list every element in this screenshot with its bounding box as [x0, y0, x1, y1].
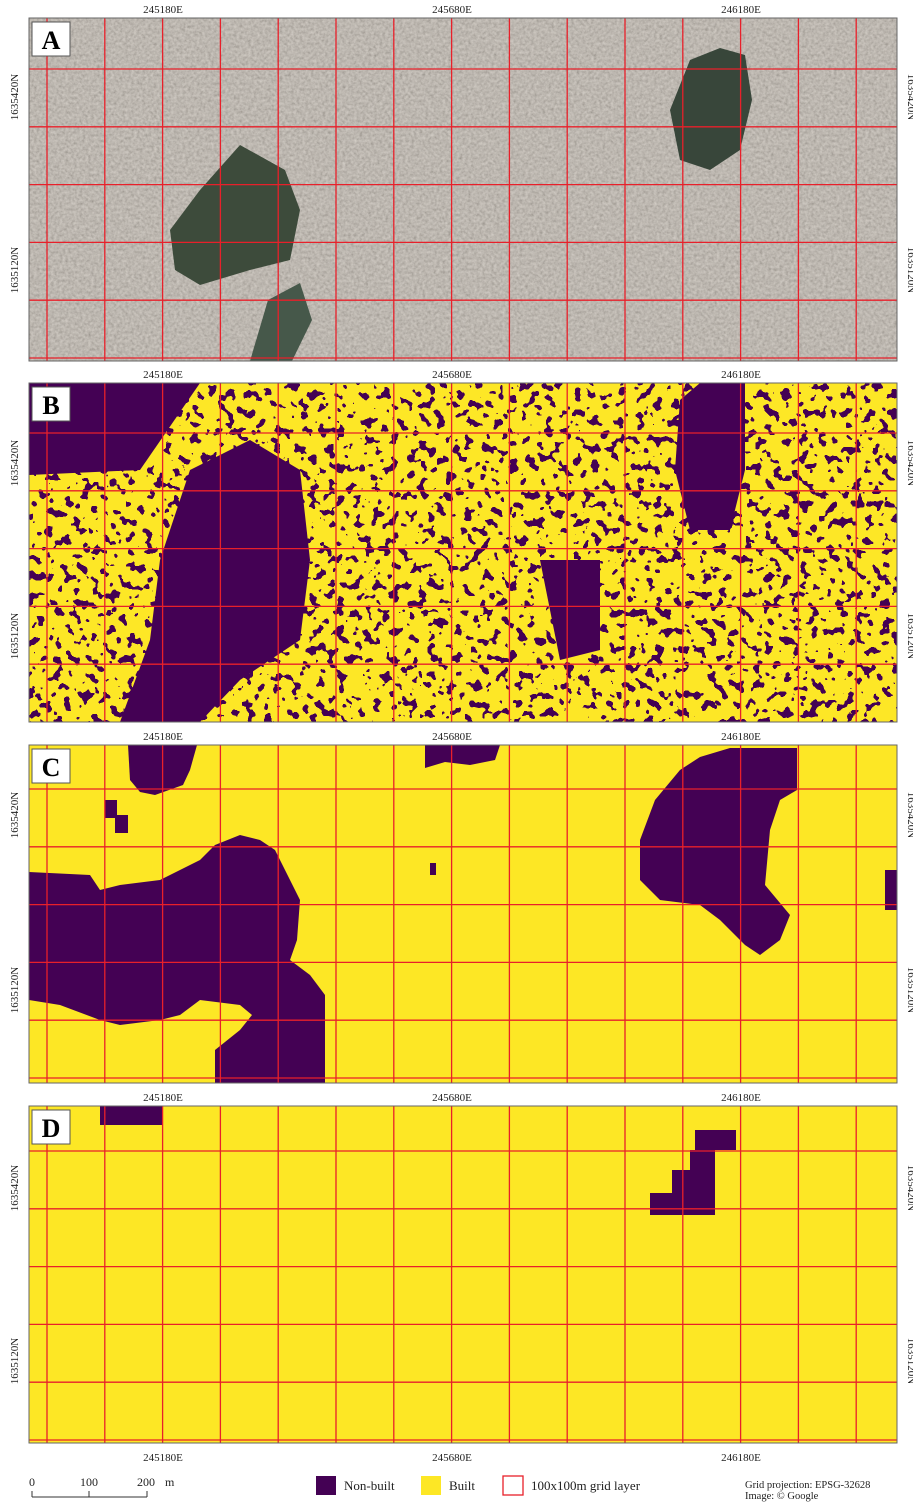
legend-label: Built — [449, 1478, 475, 1493]
y-coord-label: 1635120N — [905, 613, 913, 660]
scale-unit: m — [165, 1475, 175, 1489]
x-coord-label: 246180E — [721, 1092, 761, 1104]
x-coord-label: 245680E — [432, 1092, 472, 1104]
legend-label: Non-built — [344, 1478, 395, 1493]
y-coord-label: 1635420N — [905, 440, 913, 487]
y-coord-label: 1635420N — [9, 1165, 21, 1212]
x-coord-label: 245680E — [432, 1452, 472, 1464]
x-coord-label: 246180E — [721, 731, 761, 743]
panel-d-map — [29, 1106, 897, 1443]
panel-c-map — [29, 745, 897, 1083]
x-coord-label: 245180E — [143, 1092, 183, 1104]
scale-label: 200 — [137, 1475, 155, 1489]
y-coord-label: 1635420N — [9, 792, 21, 839]
x-coord-label: 245180E — [143, 731, 183, 743]
x-coord-label: 245680E — [432, 369, 472, 381]
y-coord-label: 1635120N — [9, 967, 21, 1014]
y-coord-label: 1635120N — [9, 1338, 21, 1385]
legend-swatch — [421, 1476, 441, 1495]
y-coord-label: 1635420N — [905, 1165, 913, 1212]
x-coord-label: 245180E — [143, 4, 183, 16]
y-coord-label: 1635120N — [905, 967, 913, 1014]
x-coord-label: 246180E — [721, 369, 761, 381]
scale-label: 0 — [29, 1475, 35, 1489]
figure: A 245180E 245680E 246180E 1635420N 1635420N 16… — [0, 0, 913, 1503]
y-coord-label: 1635420N — [9, 74, 21, 121]
panel-label: C — [42, 753, 61, 782]
y-coord-label: 1635420N — [905, 74, 913, 121]
legend-swatch — [316, 1476, 336, 1495]
y-coord-label: 1635120N — [9, 247, 21, 294]
y-coord-label: 1635120N — [905, 1338, 913, 1385]
credit: Image: © Google — [745, 1491, 819, 1502]
y-coord-label: 1635120N — [9, 613, 21, 660]
legend-label: 100x100m grid layer — [531, 1478, 641, 1493]
legend-swatch — [503, 1476, 523, 1495]
x-coord-label: 245180E — [143, 1452, 183, 1464]
panel-label: B — [42, 391, 59, 420]
credit: Grid projection: EPSG-32628 — [745, 1480, 870, 1491]
y-coord-label: 1635120N — [905, 247, 913, 294]
panel-label: A — [42, 26, 61, 55]
y-coord-label: 1635420N — [905, 792, 913, 839]
x-coord-label: 246180E — [721, 1452, 761, 1464]
scale-label: 100 — [80, 1475, 98, 1489]
x-coord-label: 245680E — [432, 4, 472, 16]
scale-bar — [32, 1491, 147, 1497]
y-coord-label: 1635420N — [9, 440, 21, 487]
panel-label: D — [42, 1114, 61, 1143]
panel-b-map — [29, 383, 897, 722]
x-coord-label: 245680E — [432, 731, 472, 743]
x-coord-label: 245180E — [143, 369, 183, 381]
x-coord-label: 246180E — [721, 4, 761, 16]
